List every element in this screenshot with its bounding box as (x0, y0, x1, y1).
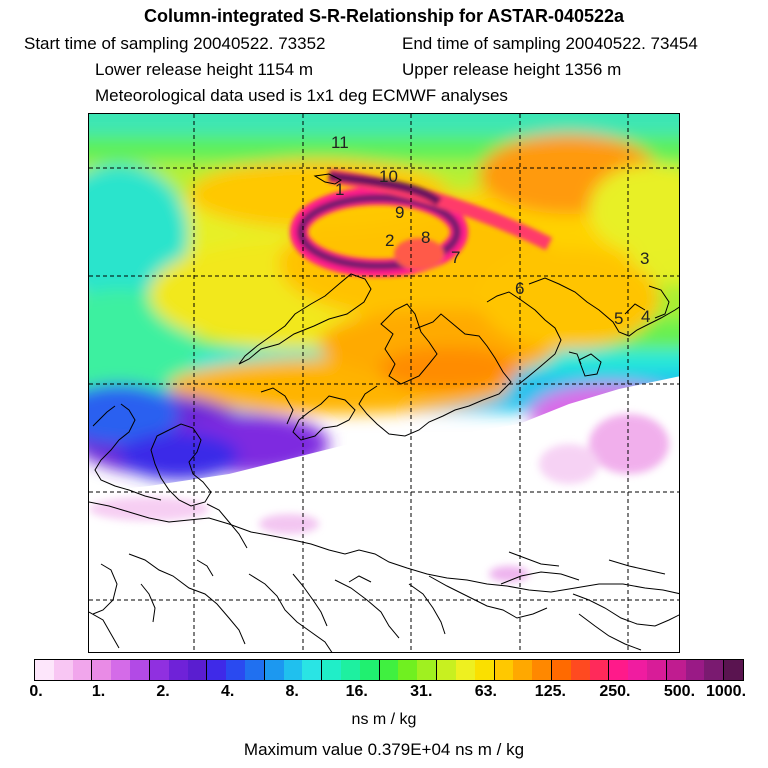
plot-title: Column-integrated S-R-Relationship for A… (143, 6, 625, 26)
trajectory-label: 10 (379, 167, 398, 186)
colorbar-swatch (130, 660, 150, 680)
colorbar-swatch (111, 660, 131, 680)
colorbar-label: 1. (91, 683, 106, 700)
units-label: ns m / kg (351, 711, 417, 728)
colorbar-swatch (244, 660, 265, 680)
colorbar-swatch (628, 660, 647, 680)
colorbar-label: 250. (599, 683, 631, 700)
colorbar-label: 63. (474, 683, 497, 700)
trajectory-label: 8 (421, 228, 430, 247)
colorbar-swatch (72, 660, 93, 680)
colorbar-swatch (474, 660, 495, 680)
colorbar-swatch (704, 660, 725, 680)
colorbar-swatch (359, 660, 380, 680)
end-time-text: End time of sampling 20040522. 73454 (402, 34, 698, 53)
map-panel: 11 10 1 9 2 8 7 6 3 5 4 (88, 113, 680, 653)
colorbar-label: 31. (410, 683, 433, 700)
colorbar-swatch (685, 660, 705, 680)
colorbar-label: 16. (345, 683, 368, 700)
colorbar-swatch (187, 660, 208, 680)
colorbar-swatch (532, 660, 552, 680)
colorbar-swatch (53, 660, 73, 680)
colorbar-swatch (264, 660, 284, 680)
trajectory-label: 2 (385, 231, 394, 250)
coastlines (89, 173, 679, 652)
colorbar-swatch (226, 660, 245, 680)
colorbar-swatch (35, 660, 54, 680)
colorbar-swatch (455, 660, 475, 680)
sensitivity-map: 11 10 1 9 2 8 7 6 3 5 4 (89, 114, 679, 652)
colorbar-label: 8. (285, 683, 299, 700)
colorbar-label: 0. (29, 683, 43, 700)
trajectory-label: 5 (614, 309, 623, 328)
colorbar-swatch (283, 660, 303, 680)
colorbar-label: 500. (663, 683, 696, 700)
colorbar-swatch (341, 660, 360, 680)
trajectory-label: 4 (641, 307, 650, 326)
trajectory-label: 9 (395, 203, 404, 222)
colorbar-swatch (724, 660, 744, 680)
colorbar-label: 4. (220, 683, 235, 700)
colorbar (34, 659, 744, 681)
colorbar-swatch (149, 660, 169, 680)
upper-release-height-text: Upper release height 1356 m (402, 60, 622, 79)
colorbar-swatch (551, 660, 571, 680)
trajectory-label: 11 (331, 133, 349, 152)
concentration-field (89, 114, 679, 652)
colorbar-swatch (379, 660, 399, 680)
colorbar-label: 125. (534, 683, 566, 700)
colorbar-label: 2. (156, 683, 170, 700)
lat-lon-grid (89, 114, 679, 652)
trajectory-label: 6 (515, 279, 524, 298)
max-value-text: Maximum value 0.379E+04 ns m / kg (243, 740, 525, 759)
start-time-text: Start time of sampling 20040522. 73352 (24, 34, 326, 53)
colorbar-swatch (589, 660, 610, 680)
colorbar-swatch (417, 660, 438, 680)
trajectory-label: 7 (451, 248, 460, 267)
met-data-text: Meteorological data used is 1x1 deg ECMW… (95, 86, 508, 105)
trajectory-label: 1 (335, 180, 344, 199)
colorbar-swatch (168, 660, 188, 680)
colorbar-swatch (570, 660, 590, 680)
colorbar-swatch (92, 660, 112, 680)
trajectory-label: 3 (640, 249, 649, 268)
colorbar-swatch (609, 660, 629, 680)
colorbar-swatch (302, 660, 323, 680)
colorbar-swatch (322, 660, 341, 680)
colorbar-swatch (437, 660, 456, 680)
colorbar-swatch (647, 660, 667, 680)
colorbar-swatch (666, 660, 686, 680)
colorbar-swatch (398, 660, 418, 680)
trajectory-labels: 11 10 1 9 2 8 7 6 3 5 4 (331, 133, 650, 328)
colorbar-swatch (207, 660, 227, 680)
lower-release-height-text: Lower release height 1154 m (95, 60, 313, 79)
colorbar-label: 1000. (705, 683, 747, 700)
colorbar-swatch (494, 660, 514, 680)
colorbar-swatch (513, 660, 533, 680)
